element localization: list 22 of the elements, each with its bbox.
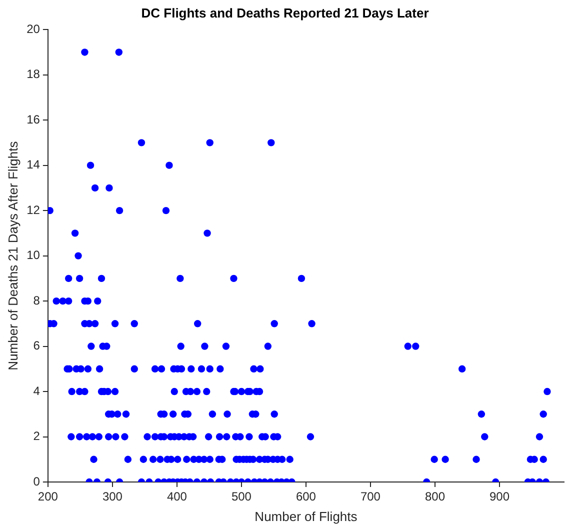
x-tick-label: 600 — [296, 490, 316, 504]
y-tick-label: 18 — [26, 67, 40, 82]
y-tick-label: 6 — [33, 338, 40, 353]
x-tick-label: 700 — [360, 490, 381, 504]
y-tick-label: 12 — [26, 202, 40, 217]
x-tick-label: 800 — [424, 490, 446, 504]
chart-title: DC Flights and Deaths Reported 21 Days Later — [141, 5, 429, 20]
x-tick-label: 300 — [102, 490, 123, 504]
x-tick-label: 900 — [489, 490, 510, 504]
y-tick-label: 10 — [26, 248, 40, 262]
y-tick-label: 0 — [33, 474, 40, 488]
y-axis-title: Number of Deaths 21 Days After Flights — [5, 140, 20, 370]
x-tick-label: 200 — [38, 490, 58, 504]
y-tick-label: 2 — [33, 429, 40, 444]
y-tick-label: 20 — [26, 22, 40, 36]
x-tick-label: 500 — [231, 490, 252, 504]
y-tick-label: 4 — [33, 384, 40, 398]
y-tick-label: 8 — [33, 293, 40, 308]
x-axis-title: Number of Flights — [254, 508, 358, 524]
x-tick-label: 400 — [166, 490, 188, 504]
y-tick-label: 16 — [26, 112, 40, 126]
y-tick-label: 14 — [26, 158, 40, 172]
